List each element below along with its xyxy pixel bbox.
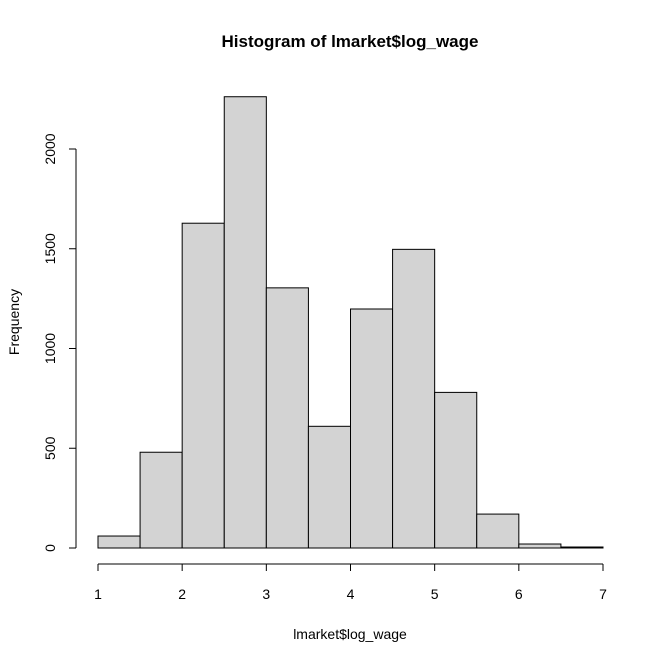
histogram-bar xyxy=(434,391,478,549)
chart-title: Histogram of lmarket$log_wage xyxy=(222,32,479,51)
x-tick-label: 3 xyxy=(262,586,270,602)
y-tick-label: 0 xyxy=(42,544,58,552)
histogram-bar xyxy=(560,546,604,549)
histogram-bar xyxy=(350,308,394,549)
x-tick-label: 4 xyxy=(347,586,355,602)
histogram-bar xyxy=(265,287,309,549)
x-tick-label: 6 xyxy=(515,586,523,602)
x-axis: 1 2 3 4 5 6 7 xyxy=(94,563,607,602)
histogram-bar xyxy=(97,535,141,549)
histogram-bar xyxy=(139,451,183,549)
histogram-bar xyxy=(307,425,351,549)
y-tick-label: 2000 xyxy=(42,133,58,164)
y-tick-label: 1000 xyxy=(42,333,58,364)
histogram-bar xyxy=(223,96,267,549)
x-axis-label: lmarket$log_wage xyxy=(293,626,407,642)
y-axis-label: Frequency xyxy=(6,289,22,355)
x-tick-label: 2 xyxy=(178,586,186,602)
y-tick-label: 500 xyxy=(42,436,58,460)
y-axis: 0 500 1000 1500 2000 xyxy=(42,133,77,552)
histogram-bar xyxy=(518,543,562,549)
histogram-bar xyxy=(392,248,436,549)
y-tick-label: 1500 xyxy=(42,233,58,264)
bars-group xyxy=(97,96,604,549)
histogram-bar xyxy=(476,513,520,549)
x-tick-label: 5 xyxy=(431,586,439,602)
x-tick-label: 7 xyxy=(599,586,607,602)
histogram-bar xyxy=(181,222,225,549)
x-tick-label: 1 xyxy=(94,586,102,602)
